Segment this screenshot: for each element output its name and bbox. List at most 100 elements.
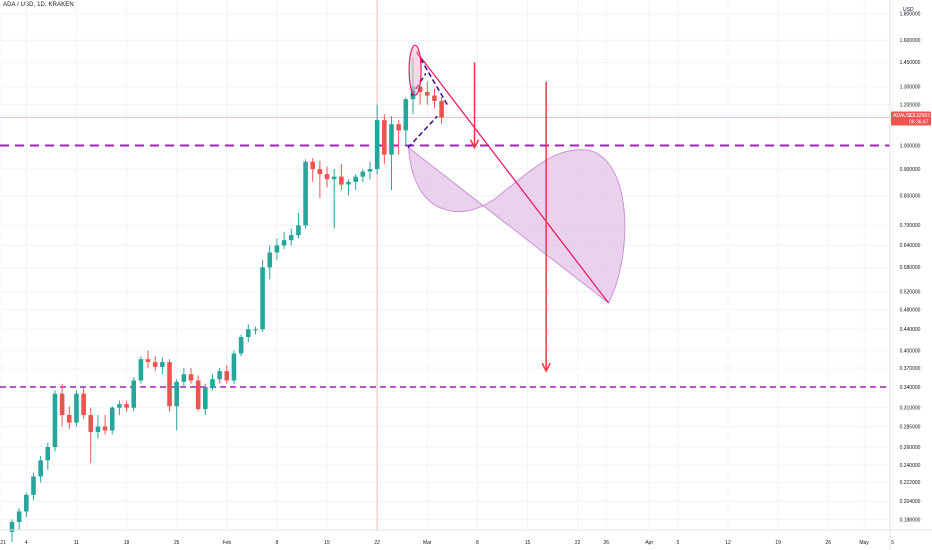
- projection-trend-line[interactable]: [416, 51, 609, 304]
- price-tick-label: 0.700000: [900, 223, 921, 229]
- candle-body: [217, 371, 222, 380]
- candle: [124, 400, 129, 412]
- candle-body: [396, 124, 401, 131]
- candle: [310, 158, 316, 182]
- time-tick-label: 22: [575, 540, 581, 546]
- time-tick-label: 22: [374, 540, 380, 546]
- candle-body: [231, 353, 237, 381]
- time-axis[interactable]: 21 4 11 18 25 Feb 8 15 22 Mar 8 15 22 26 Apr 5 12 19 26 May…: [0, 529, 932, 546]
- price-tick-label: 0.370000: [900, 366, 921, 372]
- candle-body: [267, 252, 273, 268]
- candle-body: [59, 393, 65, 416]
- candle-body: [281, 240, 287, 246]
- candle-body: [374, 120, 380, 170]
- time-tick-label: Feb: [222, 540, 231, 546]
- price-tick-label: 1.800000: [900, 12, 921, 18]
- candle-body: [288, 235, 294, 241]
- candle-body: [66, 415, 72, 423]
- candle: [339, 164, 344, 190]
- candle-body: [360, 171, 366, 177]
- candle: [217, 368, 222, 384]
- projection-curve-area: [408, 146, 626, 304]
- candle-body: [353, 176, 358, 182]
- candle: [267, 245, 273, 280]
- symbol-title: ADA / USD, 1D, KRAKEN: [3, 2, 74, 8]
- candle-body: [382, 120, 387, 155]
- candle: [288, 228, 294, 246]
- candle-body: [95, 426, 101, 433]
- price-tick-label: 0.260000: [900, 445, 921, 451]
- candle: [274, 238, 280, 260]
- candle: [303, 159, 308, 229]
- candle-body: [296, 225, 301, 236]
- target-arrow-small[interactable]: [469, 62, 480, 150]
- candle-body: [45, 447, 51, 461]
- candle: [439, 97, 444, 125]
- time-tick-label: 15: [525, 540, 531, 546]
- current-price-tag-bg: [891, 111, 931, 126]
- time-tick-label: 4: [25, 540, 28, 546]
- price-tick-label: 0.900000: [900, 167, 921, 173]
- candle: [424, 81, 430, 105]
- candle-body: [109, 407, 115, 431]
- candle: [174, 379, 179, 431]
- candle: [396, 120, 401, 155]
- price-tick-label: 0.340000: [900, 385, 921, 391]
- candle: [138, 356, 144, 384]
- candle: [45, 442, 51, 470]
- time-tick-label: 26: [825, 540, 831, 546]
- candle-body: [152, 362, 158, 367]
- candle: [296, 212, 301, 239]
- candle-body: [331, 176, 337, 180]
- wedge-upper-line[interactable]: [415, 51, 449, 106]
- candle-body: [24, 494, 29, 512]
- candle: [224, 365, 230, 384]
- candle: [145, 350, 151, 369]
- target-arrow-large[interactable]: [541, 81, 551, 373]
- candle: [16, 508, 22, 530]
- top-highlight-ellipse[interactable]: [408, 44, 422, 96]
- candle-body: [424, 91, 430, 96]
- candle-body: [167, 362, 172, 407]
- price-tick-label: 0.285000: [900, 424, 921, 430]
- candle-body: [317, 169, 323, 175]
- price-axis[interactable]: USD 1.800000 1.600000 1.450000 1.300000 1.20…: [889, 0, 921, 550]
- candle-body: [174, 381, 179, 407]
- price-tick-label: 0.310000: [900, 405, 921, 411]
- candle-body: [389, 124, 394, 155]
- candle: [74, 390, 79, 427]
- candle-body: [245, 329, 251, 338]
- price-tick-label: 1.450000: [900, 60, 921, 66]
- time-tick-label: 19: [775, 540, 781, 546]
- candle-body: [403, 99, 409, 131]
- candle: [231, 350, 237, 384]
- time-tick-label: 8: [276, 540, 279, 546]
- candle: [88, 407, 94, 464]
- candle: [367, 161, 373, 180]
- candle: [281, 231, 287, 249]
- time-tick-label: 15: [324, 540, 330, 546]
- time-tick-label: 11: [74, 540, 79, 546]
- price-tick-label: 0.640000: [900, 243, 921, 249]
- candle-body: [253, 329, 258, 331]
- time-tick-label: 5: [891, 540, 894, 546]
- candle-body: [81, 393, 86, 416]
- candle-body: [160, 362, 165, 367]
- candle: [238, 334, 244, 357]
- candle: [59, 383, 65, 427]
- grid-layer: [0, 0, 894, 530]
- candle: [167, 359, 172, 412]
- current-price-value: 1.132983: [909, 113, 930, 119]
- time-tick-label: 5: [676, 540, 679, 546]
- candle-body: [74, 393, 79, 423]
- candle: [317, 160, 323, 199]
- time-tick-label: 25: [174, 540, 180, 546]
- candle-body: [117, 404, 122, 408]
- candle: [9, 519, 15, 543]
- candle-body: [339, 176, 344, 185]
- candle-body: [138, 359, 144, 381]
- candle-body: [88, 415, 94, 433]
- wedge-lower-line[interactable]: [407, 115, 438, 149]
